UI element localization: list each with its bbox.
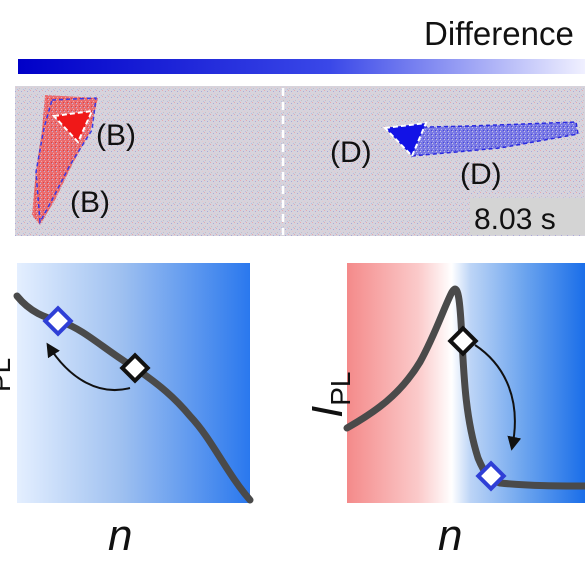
right-plot-y-label-main: I bbox=[303, 406, 352, 418]
left-plot-arrow bbox=[46, 342, 131, 392]
difference-color-bar bbox=[18, 59, 585, 74]
timestamp-badge bbox=[470, 198, 585, 235]
right-plot-y-label-sub: PL bbox=[325, 372, 356, 406]
left-plot-background bbox=[17, 263, 250, 503]
right-plot: IPL n bbox=[303, 263, 585, 560]
region-d-small-fill bbox=[385, 123, 426, 156]
label-b-top: (B) bbox=[96, 119, 136, 152]
label-d-right: (D) bbox=[460, 158, 502, 191]
right-plot-x-label: n bbox=[438, 511, 462, 560]
left-plot-marker-black bbox=[119, 352, 151, 384]
region-d-small-outline bbox=[382, 121, 428, 158]
label-b-bottom: (B) bbox=[70, 186, 110, 219]
header-title: Difference bbox=[424, 15, 574, 52]
left-plot: PL n bbox=[0, 263, 254, 560]
right-plot-arrow bbox=[474, 344, 522, 451]
right-plot-y-label: IPL bbox=[303, 372, 356, 418]
right-plot-marker-blue bbox=[475, 460, 507, 492]
region-b-small-outline bbox=[51, 109, 94, 144]
left-plot-x-label: n bbox=[108, 511, 132, 560]
region-b-small-fill bbox=[54, 111, 92, 142]
region-d-large-fill bbox=[388, 122, 578, 156]
microscopy-panel: (B) (B) (D) (D) 8.03 s bbox=[15, 86, 585, 236]
left-plot-y-label-fragment: PL bbox=[0, 358, 16, 392]
label-d-left: (D) bbox=[330, 136, 372, 169]
region-b-large-outline bbox=[35, 97, 97, 225]
timestamp-label: 8.03 s bbox=[474, 203, 556, 236]
left-plot-marker-blue bbox=[42, 305, 74, 337]
right-plot-marker-black bbox=[447, 325, 479, 357]
